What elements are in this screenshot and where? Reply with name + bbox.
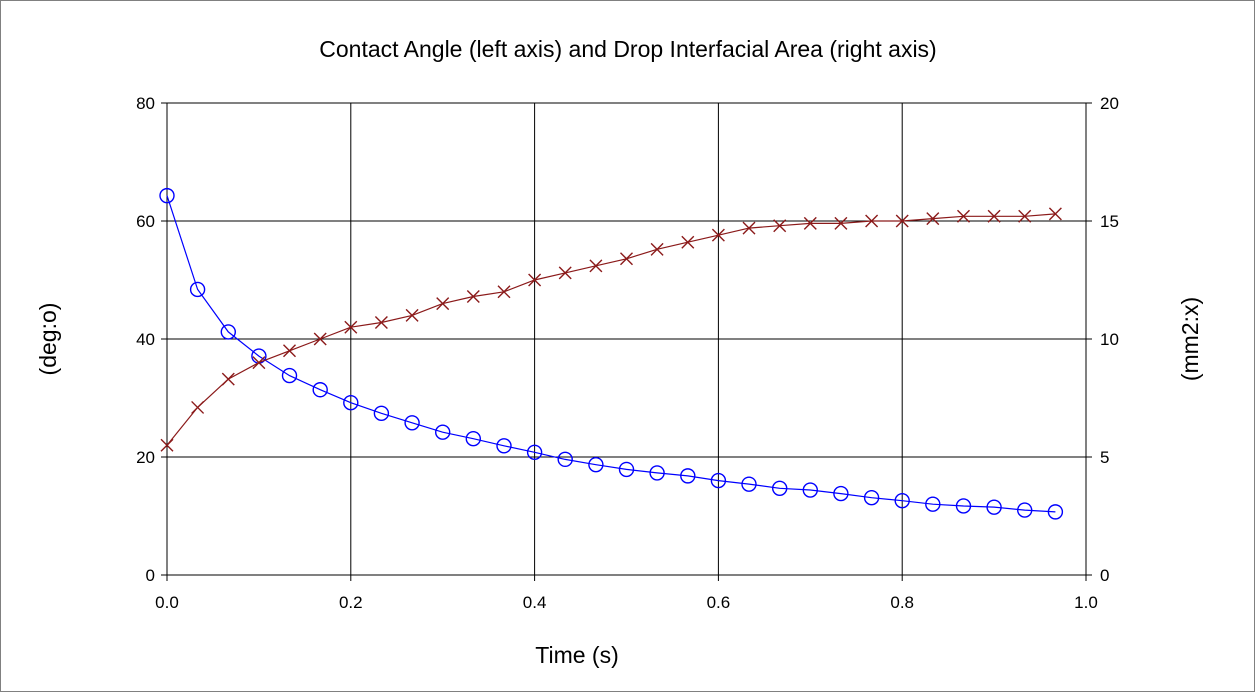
x-tick-label: 0.6 bbox=[707, 593, 731, 612]
interfacial-area-point bbox=[865, 214, 879, 228]
contact-angle-point bbox=[435, 424, 451, 440]
interfacial-area-point bbox=[773, 219, 787, 233]
interfacial-area-point bbox=[895, 214, 909, 228]
x-tick-label: 0.2 bbox=[339, 593, 363, 612]
contact-angle-point bbox=[802, 482, 818, 498]
contact-angle-point bbox=[680, 468, 696, 484]
y-left-tick-label: 60 bbox=[136, 212, 155, 231]
interfacial-area-point bbox=[405, 308, 419, 322]
contact-angle-point bbox=[343, 395, 359, 411]
contact-angle-point bbox=[833, 485, 849, 502]
interfacial-area-point bbox=[528, 273, 542, 287]
interfacial-area-series bbox=[160, 207, 1062, 452]
contact-angle-point bbox=[925, 496, 941, 512]
y-right-tick-label: 5 bbox=[1100, 448, 1109, 467]
interfacial-area-point bbox=[497, 285, 511, 299]
contact-angle-line bbox=[166, 195, 1056, 513]
interfacial-area-point bbox=[620, 252, 633, 266]
contact-angle-series bbox=[159, 187, 1064, 520]
contact-angle-point bbox=[986, 499, 1002, 515]
interfacial-area-point bbox=[987, 209, 1001, 223]
interfacial-area-point bbox=[374, 315, 388, 329]
contact-angle-point bbox=[404, 415, 420, 431]
contact-angle-point bbox=[312, 382, 328, 398]
interfacial-area-point bbox=[313, 332, 327, 346]
interfacial-area-line bbox=[166, 213, 1056, 446]
interfacial-area-point bbox=[191, 400, 205, 414]
x-tick-label: 0.0 bbox=[155, 593, 179, 612]
contact-angle-point bbox=[281, 367, 298, 384]
y-left-tick-label: 20 bbox=[136, 448, 155, 467]
contact-angle-point bbox=[771, 480, 788, 496]
contact-angle-point bbox=[557, 451, 573, 468]
y-left-tick-label: 0 bbox=[146, 566, 155, 585]
contact-angle-point bbox=[220, 324, 236, 340]
grid-lines bbox=[167, 103, 1086, 575]
x-tick-label: 1.0 bbox=[1074, 593, 1098, 612]
y-left-tick-label: 40 bbox=[136, 330, 155, 349]
interfacial-area-point bbox=[558, 266, 572, 280]
contact-angle-point bbox=[649, 465, 665, 481]
contact-angle-point bbox=[496, 438, 512, 454]
interfacial-area-point bbox=[252, 356, 266, 370]
interfacial-area-point bbox=[1018, 209, 1032, 223]
contact-angle-point bbox=[955, 498, 972, 514]
interfacial-area-point bbox=[926, 212, 940, 226]
y-right-tick-label: 10 bbox=[1100, 330, 1119, 349]
contact-angle-point bbox=[863, 490, 880, 506]
y-left-axis-title: (deg:o) bbox=[35, 303, 61, 376]
x-axis-title: Time (s) bbox=[535, 642, 618, 668]
interfacial-area-point bbox=[466, 290, 480, 304]
interfacial-area-point bbox=[650, 242, 664, 256]
interfacial-area-point bbox=[834, 216, 848, 230]
y-left-tick-label: 80 bbox=[136, 94, 155, 113]
contact-angle-point bbox=[618, 461, 635, 478]
interfacial-area-point bbox=[803, 216, 817, 230]
axis-ticks bbox=[161, 102, 1092, 581]
interfacial-area-point bbox=[589, 259, 603, 273]
x-tick-label: 0.4 bbox=[523, 593, 547, 612]
x-tick-label: 0.8 bbox=[890, 593, 914, 612]
contact-angle-point bbox=[710, 472, 727, 489]
contact-angle-point bbox=[894, 492, 910, 509]
contact-angle-point bbox=[1017, 502, 1033, 518]
interfacial-area-point bbox=[344, 320, 358, 334]
interfacial-area-point bbox=[681, 235, 695, 249]
contact-angle-point bbox=[1047, 504, 1064, 520]
chart-title: Contact Angle (left axis) and Drop Inter… bbox=[319, 36, 936, 62]
contact-angle-point bbox=[373, 405, 390, 422]
contact-angle-point bbox=[465, 431, 482, 447]
interfacial-area-point bbox=[283, 344, 296, 358]
contact-angle-point bbox=[741, 476, 757, 492]
interfacial-area-point bbox=[221, 372, 235, 386]
y-right-tick-label: 20 bbox=[1100, 94, 1119, 113]
y-right-axis-title: (mm2:x) bbox=[1177, 297, 1203, 381]
interfacial-area-point bbox=[957, 209, 970, 223]
interfacial-area-point bbox=[160, 438, 174, 452]
interfacial-area-point bbox=[742, 221, 756, 235]
interfacial-area-point bbox=[436, 297, 450, 311]
contact-angle-point bbox=[588, 456, 604, 473]
contact-angle-point bbox=[189, 281, 206, 298]
interfacial-area-point bbox=[1048, 207, 1062, 221]
y-right-tick-label: 15 bbox=[1100, 212, 1119, 231]
y-right-tick-label: 0 bbox=[1100, 566, 1109, 585]
contact-angle-point bbox=[526, 444, 543, 460]
contact-angle-point bbox=[159, 187, 175, 204]
interfacial-area-point bbox=[711, 228, 725, 242]
